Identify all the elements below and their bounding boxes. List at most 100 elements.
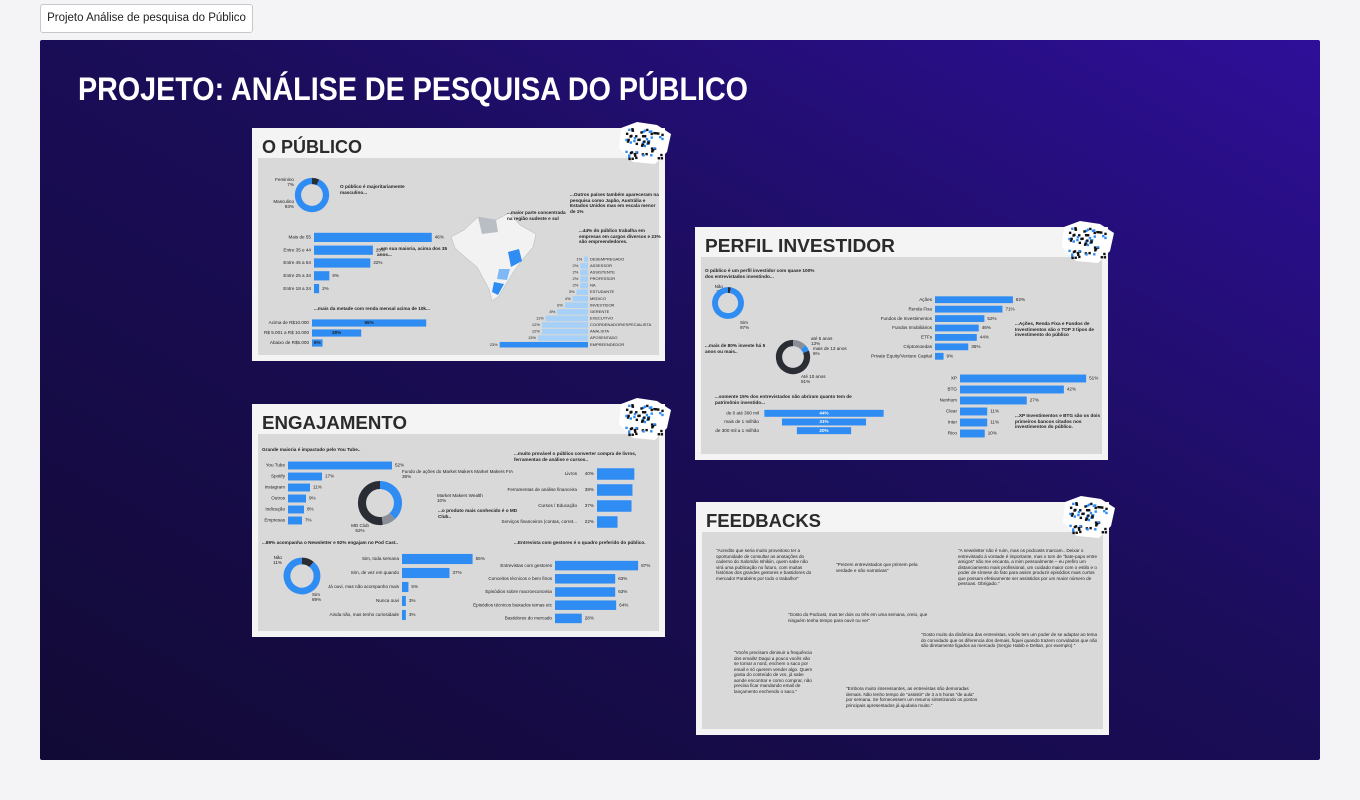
bar-label: de 0 até 300 mil: [726, 411, 759, 416]
value-label: 10%: [988, 431, 997, 436]
chart-note-text: ...muito provável o público converter co…: [514, 451, 637, 462]
sticker-dot: [635, 150, 638, 154]
bar-label: Acima de R$10.000: [269, 320, 310, 325]
value-label: 5%: [411, 584, 418, 589]
chart-note-text: ...somente 15% dos entrevistados não abr…: [715, 394, 852, 405]
sticker-dot: [1102, 234, 1105, 238]
map-note: ...maior parte concentrada na região sud…: [507, 210, 566, 221]
sticker-dot: [655, 408, 658, 411]
bar-label: Livros: [565, 471, 578, 476]
bar-label: Ferramentas de análise financeira: [508, 487, 578, 492]
sticker-dot: [640, 131, 643, 134]
sticker-dot: [1086, 239, 1089, 242]
sticker-dot: [659, 135, 662, 139]
card-body: [702, 532, 1103, 729]
bar-label: Entre 35 e 44: [283, 247, 311, 252]
sticker-dot: [1077, 510, 1081, 514]
sticker-dot: [648, 406, 652, 409]
sticker-dot: [651, 148, 655, 152]
sticker-dot: [647, 142, 650, 145]
value-label: 46%: [982, 325, 991, 330]
chart-note: ...Ações, Renda Fixa e Fundos de Investi…: [1015, 321, 1094, 337]
slice-label: Não: [274, 555, 283, 560]
chart-note-text: ...mais de 80% investe há 5 anos ou mais…: [705, 343, 766, 354]
tab-button[interactable]: Projeto Análise de pesquisa do Público: [40, 4, 253, 33]
bar: [314, 258, 371, 268]
bar-label: Criptomoedas: [903, 344, 932, 349]
feedback-quote: "A newsletter não é ruim, mas os podcast…: [958, 548, 1097, 586]
value-label: 38%: [585, 487, 594, 492]
sticker-dot: [1103, 256, 1107, 259]
sticker-dot: [650, 430, 653, 433]
sticker-dot: [628, 431, 631, 435]
value-label: 12%: [532, 322, 540, 327]
sticker-dot: [1075, 531, 1078, 534]
sticker-dot: [640, 420, 644, 423]
sticker-dot: [661, 413, 664, 417]
sticker-dot: [630, 134, 633, 138]
sticker-dot: [628, 404, 631, 408]
donut-slice: [800, 345, 809, 354]
bar-label: ESTUDANTE: [590, 289, 615, 294]
bar: [781, 418, 867, 426]
donut-slice: [792, 339, 806, 350]
sticker-dot: [625, 414, 628, 418]
bar-label: ANALISTA: [590, 329, 609, 334]
slice-value: 7%: [287, 182, 294, 187]
sticker-dot: [660, 157, 664, 160]
sticker-dot: [660, 153, 663, 157]
sticker-dot: [1084, 505, 1087, 508]
bar-label: de 300 mil a 1 milhão: [715, 428, 759, 433]
sticker-dot: [627, 154, 631, 157]
value-label: 9%: [309, 496, 316, 501]
bar: [580, 269, 588, 276]
sticker-dot: [634, 430, 637, 433]
sticker-dot: [1071, 227, 1074, 231]
sticker-dot: [629, 141, 632, 144]
sticker-dot: [1091, 516, 1094, 519]
sticker-dot: [1085, 253, 1088, 256]
chart-note-text: O público é majoritariamente masculino..…: [340, 184, 405, 195]
sticker-dot: [642, 406, 645, 410]
feedback-quote-text: "Prezem entrevistados que primem pela ve…: [836, 562, 918, 573]
sticker-dot: [1100, 231, 1103, 234]
sticker-dot: [635, 418, 639, 422]
sticker-dot: [1085, 234, 1089, 237]
sticker-dot: [1092, 229, 1096, 232]
bar-label: Já ouvi, mas não acompanho mais: [328, 584, 400, 589]
sticker-dot: [657, 157, 661, 160]
value-label: 22%: [373, 260, 382, 265]
bar-label: Outros: [271, 496, 285, 501]
map-note: ...Outros países também apareceram na pe…: [570, 192, 659, 214]
sticker-dot: [1077, 513, 1080, 517]
sticker-dot: [1071, 254, 1074, 258]
bar-label: Clear: [946, 409, 957, 414]
value-label: 6%: [332, 273, 339, 278]
bar: [312, 339, 323, 347]
sticker-dot: [1068, 231, 1072, 235]
sticker-dot: [1086, 243, 1090, 247]
sticker-dot: [651, 424, 655, 428]
value-label: 22%: [585, 519, 594, 524]
value-label: 37%: [452, 570, 461, 575]
sticker-dot: [1087, 503, 1091, 506]
sticker-dot: [650, 408, 653, 412]
sticker-dot: [653, 407, 656, 411]
bar: [580, 282, 588, 289]
sticker-dot: [1087, 514, 1090, 517]
sticker-dot: [1073, 515, 1076, 518]
donut-slice: [381, 512, 396, 525]
feedback-quote-text: "Acredito que seria muito proveitoso ter…: [716, 548, 812, 581]
slice-label: Masculino: [273, 199, 294, 204]
bar: [960, 374, 1087, 383]
sticker-dot: [1079, 516, 1083, 520]
sticker-dot: [657, 408, 660, 411]
sticker-dot: [1094, 506, 1097, 510]
sticker-dot: [1078, 234, 1081, 237]
sticker-dot: [1072, 502, 1075, 506]
bar: [960, 396, 1027, 405]
value-label: 55%: [476, 556, 485, 561]
sticker-dot: [1084, 518, 1088, 521]
donut-slice: [301, 557, 314, 568]
value-label: 7%: [305, 518, 312, 523]
